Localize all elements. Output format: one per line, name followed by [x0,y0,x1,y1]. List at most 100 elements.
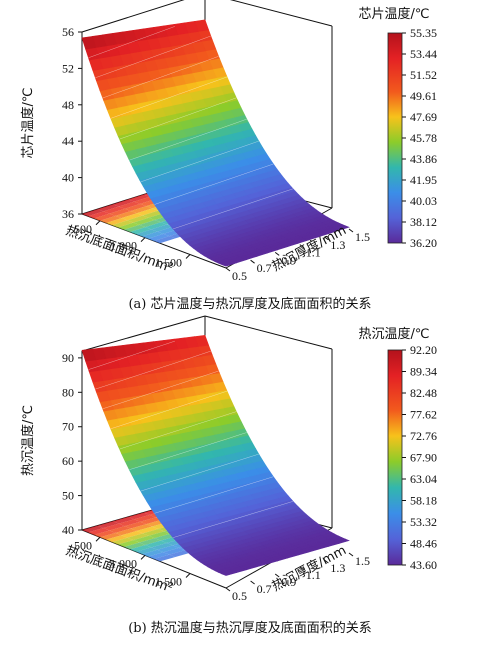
colorbar [387,349,403,566]
floor-cell [169,550,191,558]
colorbar-tick-label: 82.48 [410,386,437,400]
box-edge [81,0,185,33]
y-tick-mark [348,552,354,557]
floor-cell [127,533,149,541]
box-edge [204,315,333,350]
y-tick-label: 1.5 [355,230,370,244]
floor-cell [106,535,128,543]
colorbar-tick-label: 72.76 [410,429,437,443]
y-tick-mark [348,228,354,233]
colorbar-tick-label: 53.32 [410,515,437,529]
y-tick-label: 0.9 [281,253,296,267]
x-tick-mark [140,237,146,242]
y-tick-label: 1.5 [355,554,370,568]
floor-cell [112,220,134,228]
colorbar-tick-label: 92.20 [410,343,437,357]
floor-cell [88,528,110,535]
z-tick-label: 70 [62,420,74,434]
surface-contour [110,76,228,119]
floor-cell [163,547,185,555]
floor-cell [118,222,140,230]
floor-cell [128,194,150,202]
surface-contour [140,453,259,492]
floor-cell [121,213,143,221]
surface-contour [110,390,228,430]
colorbar-tick-label: 47.69 [410,110,437,124]
floor-cell [124,203,147,211]
floor-cell [148,233,170,241]
surface [81,335,350,576]
floor-cell [118,201,141,209]
colorbar-tick-label: 67.90 [410,451,437,465]
x-tick-mark [185,573,191,578]
floor-cell [136,208,159,216]
y-tick-label: 0.9 [281,575,296,589]
y-tick-mark [299,244,305,249]
floor-cell [139,220,161,228]
floor-cell [151,224,173,232]
floor-cell [128,512,150,520]
x-tick-mark [95,220,101,226]
box-edge [229,0,333,27]
z-axis-label: 芯片温度/℃ [20,88,36,159]
floor-cell [115,211,137,219]
surface-contour [95,35,211,79]
y-tick-mark [225,587,231,592]
x-tick-label: 500 [74,222,92,236]
colorbar-title: 热沉温度/℃ [359,326,430,342]
floor-cell [133,217,155,225]
floor-cell [136,229,158,237]
surface [81,19,350,267]
colorbar-title: 芯片温度/℃ [359,6,430,22]
z-tick-label: 56 [62,25,74,39]
floor-cell [142,231,164,239]
y-tick-label: 0.7 [257,261,272,275]
box-edge [81,315,206,352]
colorbar-tick-label: 41.95 [410,173,437,187]
figure-caption: (b) 热沉温度与热沉厚度及底面面积的关系 [128,620,372,636]
y-tick-mark [225,267,231,272]
floor-cell [145,540,167,548]
y-tick-mark [299,566,305,571]
y-tick-label: 1.1 [306,568,321,582]
surface-contour [129,118,247,161]
z-tick-label: 40 [62,523,74,537]
colorbar-tick-label: 48.46 [410,537,437,551]
floor-cell [136,526,159,534]
floor-cell [109,526,131,533]
surface-contour [102,56,219,99]
y-tick-mark [274,251,280,256]
surface-contour [129,432,247,470]
figure-caption: (a) 芯片温度与热沉厚度及底面面积的关系 [128,296,371,312]
floor-cell [145,222,167,230]
floor-cell [148,552,170,559]
floor-cell [112,537,134,545]
colorbar-tick-label: 89.34 [410,365,437,379]
floor-cell [103,523,125,531]
colorbar-tick-label: 40.03 [410,194,437,208]
surface-contour [173,501,294,538]
y-tick-mark [274,573,280,578]
y-tick-label: 1.3 [330,238,345,252]
x-tick-mark [185,254,191,259]
floor-cell [94,530,116,538]
floor-cell [134,514,156,522]
x-tick-label: 1 000 [110,239,137,253]
surface-contour [140,140,259,183]
x-tick-label: 1 500 [155,256,182,270]
colorbar-tick-label: 45.78 [410,131,437,145]
z-tick-label: 60 [62,454,74,468]
surface-contour [88,340,175,370]
floor-cell [142,528,165,536]
z-tick-label: 50 [62,489,74,503]
z-tick-label: 90 [62,351,74,365]
surface-cell [81,348,97,362]
x-tick-label: 1 000 [110,556,137,570]
floor-cell [115,528,137,536]
floor-cell [121,530,143,538]
floor-cell [112,516,135,524]
surface-contour [173,188,294,230]
z-tick-label: 36 [62,207,74,221]
floor-cell [118,540,140,547]
